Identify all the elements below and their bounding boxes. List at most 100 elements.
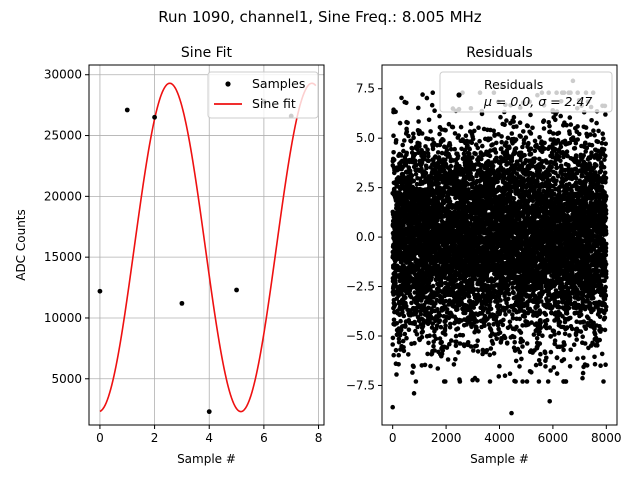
residual-point [509, 158, 515, 164]
residual-point [472, 128, 477, 134]
residual-point [412, 340, 417, 346]
residual-point [470, 136, 476, 142]
residual-point [411, 131, 416, 137]
residual-point [429, 309, 434, 315]
sine-fit-line-layer [99, 82, 317, 413]
residuals-title: Residuals [466, 45, 532, 61]
residual-point [456, 133, 462, 138]
residual-point [406, 352, 411, 357]
residual-point [408, 139, 414, 144]
residual-point [463, 133, 469, 138]
residual-point [404, 100, 409, 106]
residual-point [488, 346, 494, 351]
residual-point [426, 340, 431, 346]
residual-point [507, 371, 513, 377]
residual-point [499, 134, 504, 139]
residual-point [431, 343, 436, 349]
sample-point [152, 114, 157, 120]
residual-point [507, 319, 513, 325]
residual-point [521, 129, 526, 134]
residual-point [401, 313, 407, 319]
residual-point [497, 330, 503, 335]
sine-fit-chart: Sine Fit 0 2 4 6 850001000015000200002500030… [14, 45, 325, 466]
residual-point [393, 138, 399, 143]
residual-point [394, 321, 400, 326]
residual-point [480, 143, 485, 149]
residual-point [512, 340, 517, 345]
residual-point [441, 138, 446, 143]
residual-point [514, 324, 519, 330]
residual-point [488, 306, 494, 312]
y-tick-label: 10000 [44, 311, 82, 325]
residual-point [423, 144, 428, 149]
residual-point [476, 125, 481, 130]
residual-point [498, 114, 503, 120]
residual-point [418, 312, 424, 317]
residual-point [391, 352, 397, 358]
residual-point [405, 120, 410, 126]
residual-point [424, 165, 429, 171]
residual-point [415, 324, 420, 330]
y-tick-label: 15000 [44, 250, 82, 264]
residual-point [474, 319, 480, 324]
residual-point [443, 323, 448, 328]
residual-point [413, 171, 419, 177]
residual-point [487, 153, 493, 159]
residual-point [402, 138, 407, 143]
residual-point [432, 108, 437, 113]
residual-point [509, 189, 514, 194]
residual-point [398, 332, 403, 338]
residual-point [460, 333, 466, 338]
residual-point [491, 351, 497, 356]
residual-point [513, 358, 519, 364]
residual-point [425, 351, 430, 357]
residual-point [511, 119, 516, 124]
residual-point [393, 347, 399, 353]
y-tick-label: 5000 [51, 372, 82, 386]
residual-point [426, 117, 432, 123]
residual-point [470, 155, 475, 160]
residual-point [404, 335, 409, 341]
residual-point [427, 333, 433, 339]
residual-point [443, 379, 448, 384]
sample-point [124, 107, 130, 113]
residual-point [520, 297, 526, 302]
residual-point [474, 343, 480, 349]
residual-point [449, 338, 454, 343]
residual-point [413, 163, 419, 168]
residual-point [505, 296, 511, 302]
residual-point [402, 331, 408, 337]
residual-point [428, 129, 433, 134]
residual-point [448, 321, 453, 327]
residual-point [435, 150, 441, 155]
residual-point [494, 336, 500, 342]
residual-point [420, 92, 425, 97]
y-tick-label: 25000 [44, 129, 82, 143]
residual-point [494, 140, 499, 146]
sample-point [206, 409, 212, 415]
residual-point [473, 276, 478, 282]
residual-point [458, 124, 464, 130]
residual-point [455, 326, 461, 331]
residual-point [416, 119, 421, 124]
residual-point [394, 372, 399, 377]
residual-point [502, 335, 508, 341]
sine-fit-xlabel: Sample # [177, 452, 236, 466]
residual-point [430, 283, 436, 289]
residual-point [437, 313, 443, 318]
residual-point [391, 133, 396, 138]
residual-point [487, 352, 493, 358]
residual-point [430, 137, 435, 142]
residual-point [409, 300, 414, 306]
residual-point [391, 150, 396, 155]
residual-point [465, 340, 471, 345]
residual-point [413, 379, 419, 384]
residual-point [416, 150, 421, 155]
residual-point [426, 136, 431, 142]
sample-point [179, 300, 185, 306]
residual-point [506, 291, 512, 297]
residual-point [436, 181, 442, 186]
residual-point [466, 294, 472, 299]
residual-point [453, 343, 459, 349]
